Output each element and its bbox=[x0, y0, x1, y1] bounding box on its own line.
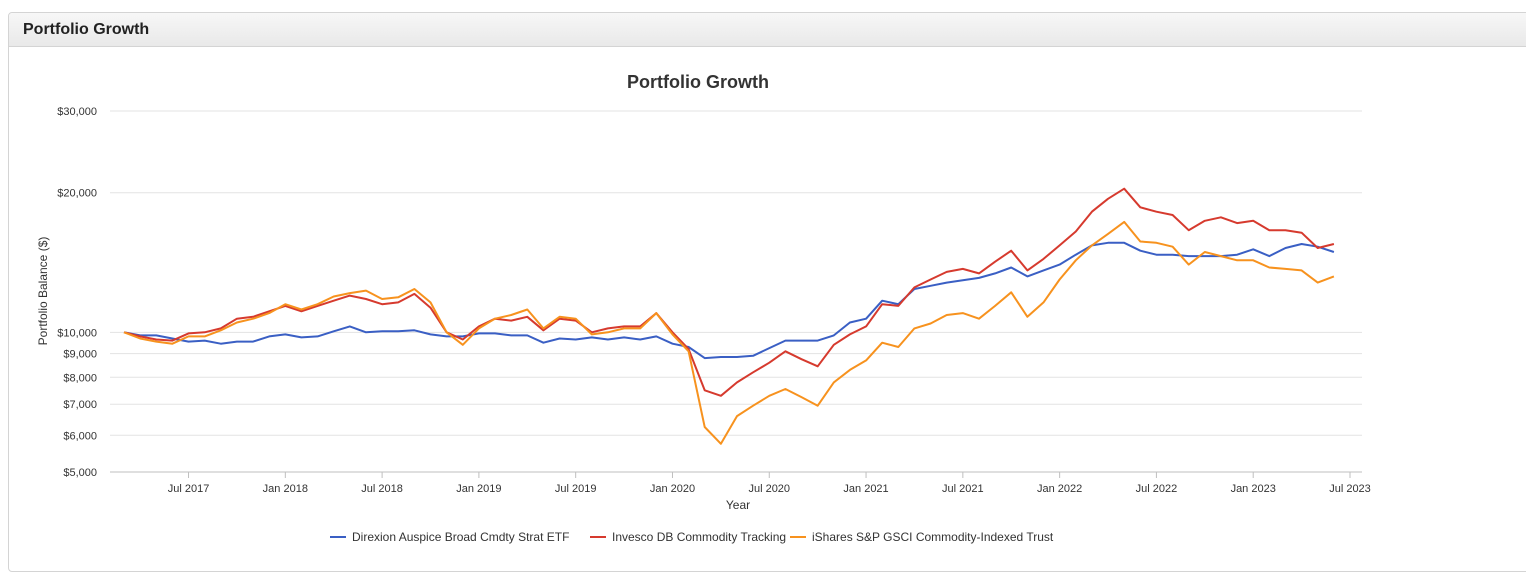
legend: Direxion Auspice Broad Cmdty Strat ETF In… bbox=[330, 530, 1054, 544]
y-axis-ticks: $5,000 $6,000 $7,000 $8,000 $9,000 $10,000 $20… bbox=[57, 106, 97, 479]
x-tick-label: Jul 2020 bbox=[748, 483, 790, 495]
x-tick-label: Jul 2019 bbox=[555, 483, 597, 495]
x-tick-label: Jan 2020 bbox=[650, 483, 695, 495]
x-axis-label: Year bbox=[726, 498, 750, 512]
series-line-3 bbox=[123, 220, 1335, 445]
series-line-1 bbox=[123, 241, 1335, 360]
x-tick-label: Jul 2021 bbox=[942, 483, 984, 495]
legend-label: Invesco DB Commodity Tracking bbox=[612, 530, 786, 544]
y-tick-label: $5,000 bbox=[63, 467, 97, 479]
series-lines bbox=[123, 187, 1335, 445]
y-tick-label: $10,000 bbox=[57, 327, 97, 339]
gridlines bbox=[110, 110, 1362, 473]
panel-title: Portfolio Growth bbox=[9, 13, 1526, 47]
y-tick-label: $9,000 bbox=[63, 349, 97, 361]
x-tick-label: Jan 2018 bbox=[263, 483, 308, 495]
y-axis-label: Portfolio Balance ($) bbox=[36, 237, 50, 346]
legend-label: iShares S&P GSCI Commodity-Indexed Trust bbox=[812, 530, 1054, 544]
y-tick-label: $7,000 bbox=[63, 399, 97, 411]
x-tick-label: Jan 2022 bbox=[1037, 483, 1082, 495]
x-tick-label: Jul 2017 bbox=[168, 483, 210, 495]
y-tick-label: $20,000 bbox=[57, 188, 97, 200]
x-tick-label: Jan 2023 bbox=[1231, 483, 1276, 495]
y-tick-label: $30,000 bbox=[57, 106, 97, 118]
y-tick-label: $8,000 bbox=[63, 372, 97, 384]
series-line-2 bbox=[123, 187, 1335, 397]
x-axis-ticks: Jul 2017 Jan 2018 Jul 2018 Jan 2019 Jul 2019… bbox=[168, 472, 1371, 495]
chart-title: Portfolio Growth bbox=[627, 72, 769, 92]
chart-panel: Portfolio Growth bbox=[8, 12, 1526, 572]
x-tick-label: Jan 2019 bbox=[456, 483, 501, 495]
x-tick-label: Jan 2021 bbox=[843, 483, 888, 495]
legend-label: Direxion Auspice Broad Cmdty Strat ETF bbox=[352, 530, 569, 544]
x-tick-label: Jul 2018 bbox=[361, 483, 403, 495]
x-tick-label: Jul 2023 bbox=[1329, 483, 1371, 495]
x-tick-label: Jul 2022 bbox=[1136, 483, 1178, 495]
y-tick-label: $6,000 bbox=[63, 430, 97, 442]
